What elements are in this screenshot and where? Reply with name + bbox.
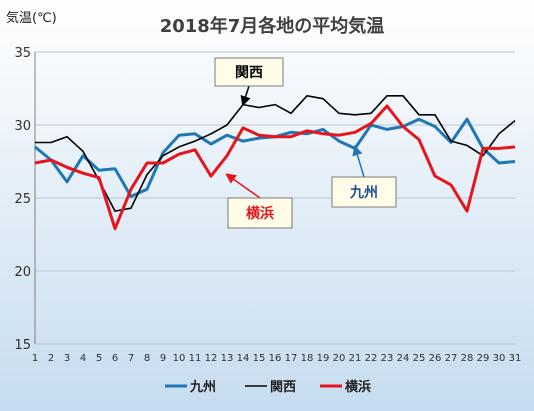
x-tick-label: 20 xyxy=(333,353,346,364)
x-tick-label: 8 xyxy=(144,353,150,364)
x-tick-label: 1 xyxy=(32,353,38,364)
legend-label: 九州 xyxy=(189,380,216,395)
x-tick-label: 18 xyxy=(301,353,314,364)
legend-item-1: 九州 xyxy=(165,380,216,395)
x-tick-label: 21 xyxy=(349,353,362,364)
series-lines xyxy=(34,95,516,231)
y-tick-label: 20 xyxy=(14,265,31,280)
legend-label: 横浜 xyxy=(345,379,371,395)
x-tick-label: 30 xyxy=(493,353,506,364)
series-line-2 xyxy=(35,95,516,212)
x-tick-label: 19 xyxy=(317,353,330,364)
callout-label: 九州 xyxy=(349,185,378,201)
x-tick-label: 28 xyxy=(461,353,474,364)
callout-label: 関西 xyxy=(235,65,263,81)
callout-box xyxy=(214,57,284,87)
x-tick-label: 22 xyxy=(365,353,378,364)
x-tick-label: 10 xyxy=(173,353,186,364)
x-tick-label: 12 xyxy=(205,353,218,364)
y-tick-label: 35 xyxy=(14,46,31,61)
x-tick-label: 25 xyxy=(413,353,426,364)
callout-1: 関西 xyxy=(214,57,284,107)
legend-label: 関西 xyxy=(270,380,296,395)
y-tick-label: 25 xyxy=(14,192,31,207)
callout-arrow xyxy=(240,85,251,107)
x-tick-label: 11 xyxy=(189,353,202,364)
x-tick-label: 3 xyxy=(64,353,70,364)
callout-arrow xyxy=(352,144,365,178)
callout-arrow xyxy=(225,173,261,199)
legend-item-2: 関西 xyxy=(245,380,296,395)
y-tick-label: 15 xyxy=(14,338,31,353)
x-tick-label: 5 xyxy=(96,353,102,364)
x-tick-label: 29 xyxy=(477,353,490,364)
x-tick-label: 7 xyxy=(128,353,134,364)
x-tick-label: 6 xyxy=(112,353,118,364)
callout-2: 横浜 xyxy=(225,173,293,229)
callout-box xyxy=(331,176,397,208)
y-axis-unit-label: 気温(℃) xyxy=(6,10,57,26)
series-line-3 xyxy=(34,104,516,231)
y-tick-label: 30 xyxy=(14,119,31,134)
x-tick-label: 14 xyxy=(237,353,250,364)
chart-title: 2018年7月各地の平均気温 xyxy=(160,15,385,37)
callout-label: 横浜 xyxy=(246,205,274,222)
x-tick-label: 2 xyxy=(48,353,54,364)
x-tick-label: 9 xyxy=(160,353,166,364)
x-tick-label: 31 xyxy=(509,353,522,364)
x-tick-label: 23 xyxy=(381,353,394,364)
x-tick-label: 13 xyxy=(221,353,234,364)
x-tick-label: 27 xyxy=(445,353,458,364)
x-tick-label: 26 xyxy=(429,353,442,364)
legend-item-3: 横浜 xyxy=(320,379,371,395)
x-tick-label: 17 xyxy=(285,353,298,364)
y-axis-tick-labels: 15 20 25 30 35 xyxy=(14,46,31,353)
callout-box xyxy=(227,197,293,229)
x-tick-label: 24 xyxy=(397,353,410,364)
legend: 九州 関西 横浜 xyxy=(165,379,371,395)
x-tick-label: 15 xyxy=(253,353,266,364)
x-axis-tick-labels: 1 2 3 4 5 6 7 8 9 10 11 12 13 14 15 16 17 18 19 20 21 22 23 24 2… xyxy=(32,353,522,364)
x-tick-label: 4 xyxy=(80,353,86,364)
x-tick-label: 16 xyxy=(269,353,282,364)
callout-3: 九州 xyxy=(331,144,397,208)
